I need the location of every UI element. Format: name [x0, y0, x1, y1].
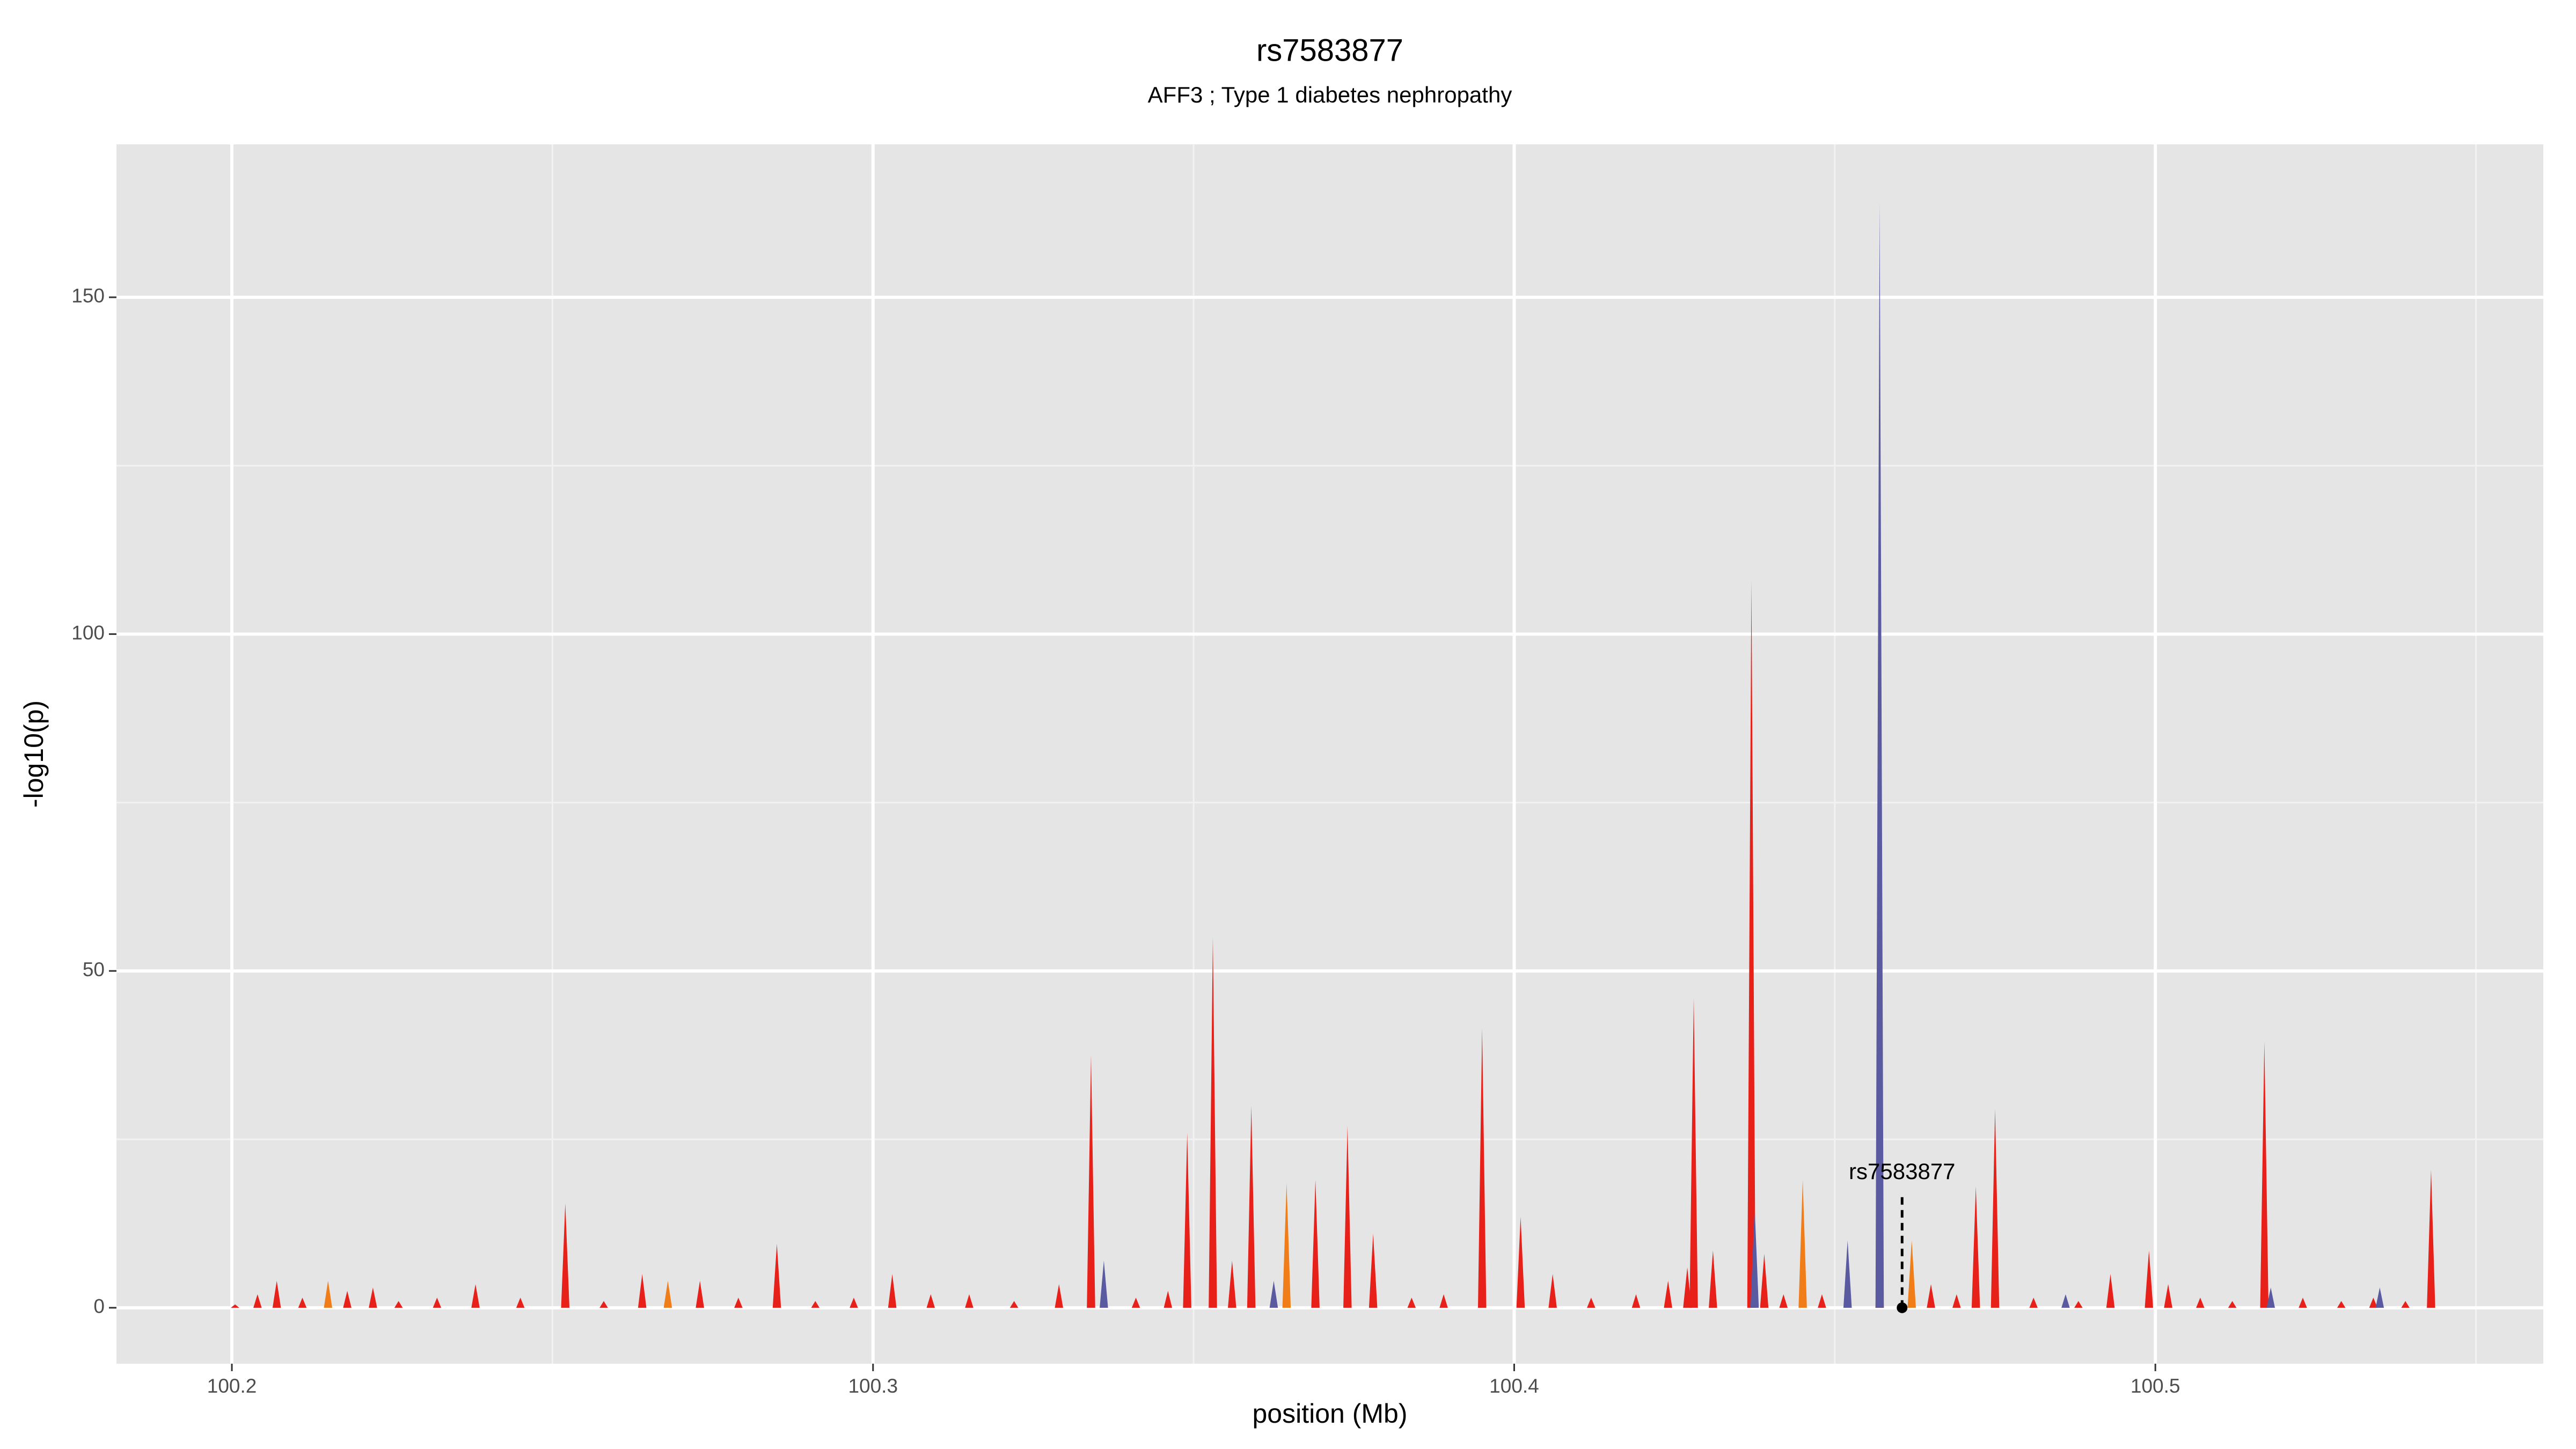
spike	[272, 1280, 281, 1308]
spike	[638, 1274, 647, 1308]
spike	[1477, 1028, 1487, 1308]
chart-subtitle: AFF3 ; Type 1 diabetes nephropathy	[1148, 82, 1512, 107]
spike	[2266, 1287, 2275, 1308]
spike	[696, 1280, 704, 1308]
spike	[1311, 1180, 1320, 1308]
x-axis-label: position (Mb)	[1253, 1399, 1408, 1429]
spike	[1282, 1183, 1291, 1308]
spike	[1183, 1132, 1191, 1308]
spike	[1990, 1109, 2000, 1308]
spike	[1747, 580, 1756, 1308]
spike	[1548, 1274, 1557, 1308]
spike	[1269, 1280, 1278, 1308]
spike	[1009, 1301, 1019, 1308]
spike	[2369, 1297, 2378, 1308]
spike	[1843, 1240, 1852, 1308]
spike	[811, 1301, 820, 1308]
spike	[850, 1297, 858, 1308]
spike	[2299, 1297, 2307, 1308]
spike	[1087, 1055, 1095, 1308]
spike	[1343, 1125, 1352, 1308]
spike	[1907, 1240, 1916, 1308]
spike	[369, 1287, 377, 1308]
spike	[298, 1297, 307, 1308]
spike	[1971, 1186, 1980, 1308]
spike	[253, 1294, 262, 1308]
plot-panel	[116, 144, 2543, 1364]
spike	[663, 1280, 672, 1308]
spike	[1875, 203, 1884, 1308]
spike	[1407, 1297, 1416, 1308]
spike	[2375, 1287, 2384, 1308]
spike	[1760, 1254, 1769, 1308]
spike	[734, 1297, 743, 1308]
x-tick-label: 100.4	[1489, 1375, 1539, 1397]
spike	[1689, 998, 1698, 1308]
spike	[1709, 1250, 1717, 1308]
spike	[1664, 1280, 1672, 1308]
spike	[1163, 1291, 1173, 1308]
spike	[1587, 1297, 1596, 1308]
spike	[2106, 1274, 2115, 1308]
spike	[2260, 1041, 2269, 1308]
spike	[1055, 1284, 1063, 1308]
spike	[2228, 1301, 2237, 1308]
y-tick-label: 0	[93, 1296, 105, 1318]
spike	[2029, 1297, 2038, 1308]
spike	[231, 1304, 239, 1308]
annotation-point	[1897, 1302, 1908, 1313]
y-axis-label: -log10(p)	[19, 700, 49, 808]
spike	[1798, 1180, 1807, 1308]
spike	[2074, 1301, 2083, 1308]
spike	[772, 1243, 781, 1308]
spike	[2145, 1250, 2154, 1308]
spike	[1131, 1297, 1140, 1308]
spike	[599, 1301, 608, 1308]
spike	[1439, 1294, 1448, 1308]
spike	[2401, 1301, 2410, 1308]
chart-title: rs7583877	[1256, 33, 1403, 68]
y-tick-label: 50	[83, 958, 105, 980]
spike	[1228, 1260, 1236, 1308]
spike	[324, 1280, 333, 1308]
x-tick-label: 100.3	[848, 1375, 898, 1397]
spike	[1818, 1294, 1826, 1308]
spike	[1631, 1294, 1641, 1308]
spike	[1750, 1206, 1759, 1308]
y-tick-label: 150	[71, 285, 105, 307]
y-tick-label: 100	[71, 621, 105, 643]
spike	[965, 1294, 974, 1308]
spike	[471, 1284, 480, 1308]
spike	[433, 1297, 442, 1308]
spike	[561, 1203, 570, 1308]
spike	[1683, 1267, 1692, 1308]
spike	[2196, 1297, 2205, 1308]
spike	[516, 1297, 525, 1308]
spike	[1100, 1260, 1108, 1308]
spike	[1209, 937, 1217, 1308]
spike	[888, 1274, 897, 1308]
annotation-label: rs7583877	[1849, 1159, 1956, 1184]
spike	[2164, 1284, 2172, 1308]
spike	[1927, 1284, 1935, 1308]
spike	[1368, 1233, 1378, 1308]
spike	[1779, 1294, 1788, 1308]
spike	[394, 1301, 403, 1308]
spike	[2061, 1294, 2070, 1308]
spike	[1247, 1106, 1256, 1308]
x-tick-label: 100.5	[2131, 1375, 2180, 1397]
spike	[926, 1294, 935, 1308]
spike	[2427, 1169, 2435, 1308]
spike	[343, 1291, 352, 1308]
spike	[1952, 1294, 1961, 1308]
spike	[1516, 1217, 1525, 1308]
x-tick-label: 100.2	[207, 1375, 257, 1397]
spike	[2337, 1301, 2346, 1308]
